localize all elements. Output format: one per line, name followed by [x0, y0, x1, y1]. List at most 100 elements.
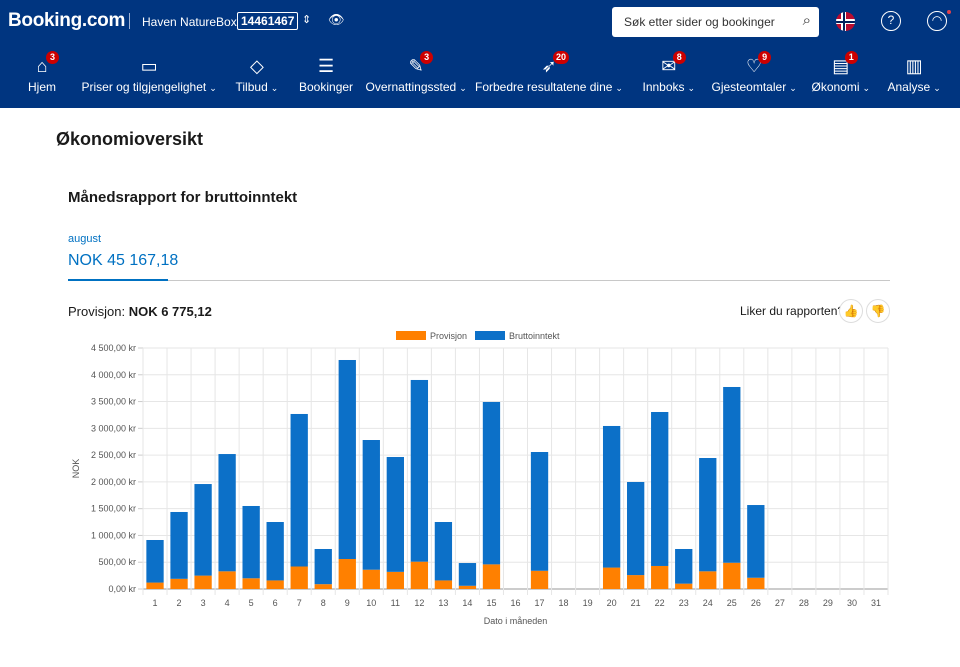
bar-provisjon [410, 561, 429, 589]
chevron-down-icon: ⌄ [270, 83, 279, 93]
x-tick-label: 28 [799, 598, 809, 608]
x-tick-label: 25 [727, 598, 737, 608]
search-input[interactable]: Søk etter sider og bookinger ⌕ [612, 7, 819, 37]
bar-provisjon [747, 577, 765, 589]
nav-label: Økonomi [811, 80, 860, 94]
x-tick-label: 22 [655, 598, 665, 608]
bar-provisjon [602, 567, 621, 589]
nav-item-mail[interactable]: ✉ 8 Innboks ⌄ [643, 51, 696, 94]
y-tick-label: 4 500,00 kr [91, 343, 136, 353]
bar-provisjon [651, 565, 669, 589]
commission-label: Provisjon: [68, 304, 126, 319]
bar-bruttoinntekt [170, 511, 188, 579]
bar-provisjon [242, 578, 260, 589]
month-tab-label[interactable]: august [68, 233, 102, 245]
x-tick-label: 14 [462, 598, 472, 608]
nav-item-pencil[interactable]: ✎ 3 Overnattingssted ⌄ [366, 51, 467, 94]
x-tick-label: 21 [631, 598, 641, 608]
x-tick-label: 7 [297, 598, 302, 608]
chevron-down-icon: ⌄ [789, 83, 797, 93]
chevron-down-icon: ⌄ [459, 83, 467, 93]
nav-item-heart[interactable]: ♡ 9 Gjesteomtaler ⌄ [712, 51, 797, 94]
switch-property-icon[interactable]: ⇕ [302, 14, 312, 26]
x-tick-label: 19 [583, 598, 593, 608]
mail-icon: ✉ 8 [643, 51, 696, 78]
bar-bruttoinntekt [627, 481, 645, 576]
nav-item-list[interactable]: ☰ Bookinger [299, 54, 353, 94]
y-tick-label: 3 500,00 kr [91, 397, 136, 407]
nav-item-bar-chart[interactable]: ▥ Analyse ⌄ [888, 54, 941, 94]
bar-bruttoinntekt [218, 454, 236, 572]
bar-bruttoinntekt [530, 452, 549, 571]
heart-icon: ♡ 9 [712, 51, 797, 78]
x-tick-label: 8 [321, 598, 326, 608]
bar-bruttoinntekt [386, 456, 404, 572]
search-icon[interactable]: ⌕ [802, 12, 811, 29]
nav-badge: 8 [672, 51, 686, 64]
nav-item-calendar[interactable]: ▭ Priser og tilgjengelighet ⌄ [82, 54, 217, 94]
chevron-down-icon: ⌄ [933, 83, 941, 93]
month-tab-amount[interactable]: NOK 45 167,18 [68, 252, 179, 269]
x-tick-label: 16 [510, 598, 520, 608]
x-tick-label: 17 [535, 598, 545, 608]
bar-bruttoinntekt [290, 413, 308, 567]
nav-item-home[interactable]: ⌂ 3 Hjem [28, 51, 59, 94]
bar-chart-icon: ▥ [905, 56, 923, 76]
nav-label: Analyse [887, 80, 931, 94]
y-tick-label: 2 000,00 kr [91, 477, 136, 487]
thumbs-up-icon[interactable]: 👍 [839, 299, 863, 323]
bar-provisjon [530, 570, 549, 589]
divider [129, 13, 130, 29]
chevron-down-icon: ⌄ [862, 83, 871, 93]
account-icon[interactable]: ◠ [927, 11, 947, 31]
nav-badge: 3 [420, 51, 434, 64]
page-title: Økonomioversikt [56, 129, 204, 149]
bar-provisjon [362, 569, 380, 589]
bar-provisjon [723, 562, 741, 589]
bar-bruttoinntekt [410, 379, 429, 562]
x-tick-label: 1 [153, 598, 158, 608]
bar-provisjon [146, 582, 164, 589]
x-tick-label: 3 [201, 598, 206, 608]
active-tab-underline [68, 279, 168, 281]
report-title: Månedsrapport for bruttoinntekt [68, 189, 298, 206]
x-tick-label: 5 [249, 598, 254, 608]
x-tick-label: 12 [414, 598, 424, 608]
bar-provisjon [434, 580, 453, 589]
y-tick-label: 500,00 kr [98, 557, 136, 567]
help-icon[interactable]: ? [881, 11, 901, 31]
language-flag-icon[interactable] [836, 12, 855, 31]
nav-item-invoice[interactable]: ▤ 1 Økonomi ⌄ [811, 51, 871, 94]
bar-provisjon [218, 571, 236, 589]
y-tick-label: 3 000,00 kr [91, 423, 136, 433]
legend-swatch [396, 331, 426, 340]
bar-bruttoinntekt [651, 411, 669, 566]
bar-bruttoinntekt [482, 401, 501, 565]
thumbs-down-icon[interactable]: 👎 [866, 299, 890, 323]
nav-item-rocket[interactable]: ➶ 20 Forbedre resultatene dine ⌄ [475, 51, 623, 94]
x-tick-label: 31 [871, 598, 881, 608]
commission-summary: Provisjon: NOK 6 775,12 [68, 304, 212, 319]
x-tick-label: 10 [366, 598, 376, 608]
bar-bruttoinntekt [747, 505, 765, 578]
pencil-icon: ✎ 3 [366, 51, 467, 78]
legend-label-provisjon: Provisjon [430, 331, 467, 341]
x-tick-label: 24 [703, 598, 713, 608]
bar-provisjon [290, 566, 308, 589]
legend-swatch [475, 331, 505, 340]
invoice-icon: ▤ 1 [812, 51, 871, 78]
home-icon: ⌂ 3 [28, 51, 59, 78]
nav-item-tag[interactable]: ◇ Tilbud ⌄ [236, 54, 279, 94]
bar-bruttoinntekt [194, 484, 212, 576]
booking-logo[interactable]: Booking.com [8, 10, 126, 31]
eye-icon[interactable]: 👁 [328, 12, 345, 27]
x-tick-label: 2 [177, 598, 182, 608]
revenue-chart: 0,00 kr 500,00 kr 1 000,00 kr 1 500,00 kr 2 … [71, 331, 889, 626]
feedback-question: Liker du rapporten? [740, 304, 845, 318]
x-tick-label: 11 [391, 598, 400, 608]
search-placeholder: Søk etter sider og bookinger [624, 15, 775, 29]
y-tick-label: 2 500,00 kr [91, 450, 136, 460]
bar-provisjon [314, 584, 332, 589]
x-tick-label: 27 [775, 598, 785, 608]
x-tick-label: 6 [273, 598, 278, 608]
